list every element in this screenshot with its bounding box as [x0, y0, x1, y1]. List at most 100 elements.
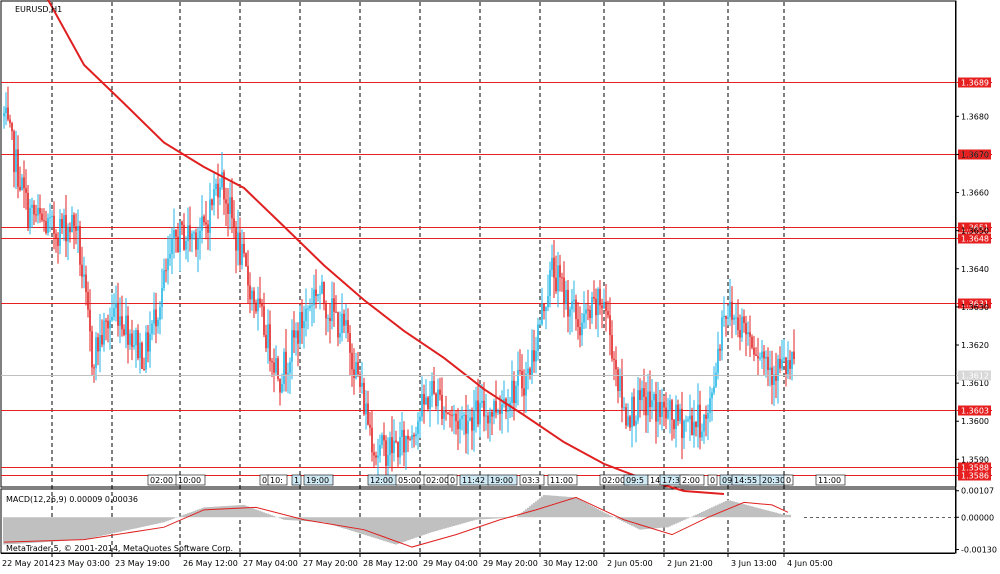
- candle-body: [337, 312, 339, 338]
- candle-body: [751, 336, 753, 348]
- candle-body: [427, 397, 429, 409]
- candle-body: [51, 215, 53, 218]
- candle-body: [123, 329, 125, 335]
- candle-body: [699, 404, 701, 438]
- candle-body: [253, 290, 255, 303]
- candle-body: [745, 323, 747, 335]
- candle-body: [225, 199, 227, 204]
- candle-body: [257, 298, 259, 312]
- candle-body: [389, 437, 391, 456]
- candle-body: [367, 403, 369, 425]
- candle-body: [497, 410, 499, 413]
- candle-body: [345, 320, 347, 326]
- candle-body: [195, 232, 197, 250]
- time-tag-label: 03:3: [522, 476, 540, 485]
- macd-tick-label: 0.00000: [961, 513, 994, 522]
- time-tick-label: 23 May 03:00: [55, 559, 110, 568]
- candle-body: [99, 335, 101, 352]
- time-axis[interactable]: 22 May 2014 23 May 03:00 23 May 19:00 26 Ma…: [1, 553, 955, 568]
- candle-body: [131, 333, 133, 347]
- candle-body: [365, 403, 367, 415]
- candle-body: [645, 396, 647, 416]
- candle-body: [271, 360, 273, 363]
- candle-body: [703, 414, 705, 432]
- candle-body: [143, 368, 145, 370]
- candle-body: [129, 333, 131, 345]
- candle-body: [315, 289, 317, 296]
- candle-body: [771, 367, 773, 385]
- candle-body: [377, 455, 379, 458]
- candle-body: [251, 290, 253, 300]
- candle-body: [469, 417, 471, 422]
- level-label: 1.3689: [961, 79, 989, 88]
- candle-body: [479, 402, 481, 425]
- candle-body: [353, 369, 355, 379]
- time-tick-label: 26 May 12:00: [183, 559, 238, 568]
- candle-body: [321, 281, 323, 294]
- candle-body: [787, 360, 789, 374]
- candle-body: [501, 404, 503, 414]
- candle-body: [765, 356, 767, 359]
- candle-body: [721, 317, 723, 351]
- candle-body: [447, 412, 449, 415]
- candlestick-series: [3, 86, 795, 482]
- candle-body: [675, 404, 677, 430]
- candle-body: [567, 289, 569, 317]
- candle-body: [343, 313, 345, 326]
- level-label: 1.3670: [961, 151, 989, 160]
- candle-body: [529, 368, 531, 376]
- candle-body: [419, 416, 421, 422]
- candle-body: [267, 324, 269, 349]
- candle-body: [629, 416, 631, 428]
- candle-body: [583, 313, 585, 323]
- candle-body: [115, 303, 117, 309]
- moving-average-line: [47, 0, 725, 496]
- time-tag-label: 05:00: [398, 476, 421, 485]
- candle-body: [683, 420, 685, 439]
- candle-body: [75, 226, 77, 231]
- candle-body: [287, 372, 289, 375]
- time-tick-label: 23 May 19:00: [115, 559, 170, 568]
- candle-body: [273, 362, 275, 373]
- candle-body: [461, 415, 463, 419]
- time-tags-row: 02:00 10:00 0 10: 1 19:00 12:00 05:00 02:00 0 11:4…: [147, 474, 846, 486]
- candle-body: [663, 401, 665, 408]
- time-tag-label: 1: [294, 476, 299, 485]
- candle-body: [581, 322, 583, 336]
- candle-body: [585, 309, 587, 314]
- candle-body: [153, 309, 155, 324]
- candle-body: [189, 225, 191, 240]
- candle-body: [35, 214, 37, 216]
- candle-body: [613, 358, 615, 360]
- candle-body: [263, 306, 265, 335]
- candle-body: [175, 229, 177, 237]
- candle-body: [569, 309, 571, 317]
- candle-body: [657, 401, 659, 422]
- candle-body: [737, 317, 739, 331]
- candle-body: [609, 315, 611, 336]
- time-tag-box: [547, 474, 578, 486]
- candle-body: [363, 382, 365, 415]
- candle-body: [53, 215, 55, 234]
- candle-body: [55, 233, 57, 239]
- candle-body: [47, 218, 49, 233]
- candle-body: [305, 308, 307, 322]
- time-tag-label: 10:00: [178, 476, 201, 485]
- time-tag-label: 09:5: [626, 476, 644, 485]
- candle-body: [221, 172, 223, 188]
- candle-body: [713, 386, 715, 393]
- current-price-label: 1.3612: [961, 372, 989, 381]
- candle-body: [231, 197, 233, 219]
- candle-body: [611, 335, 613, 359]
- macd-axis: 0.00107 0.00000 -0.00130: [804, 487, 997, 555]
- candle-body: [543, 303, 545, 312]
- candle-body: [141, 342, 143, 369]
- candle-body: [695, 422, 697, 428]
- price-axis[interactable]: 1.36801.36701.36601.36501.36401.36301.36…: [955, 1, 991, 553]
- candle-body: [537, 324, 539, 351]
- candle-body: [435, 393, 437, 407]
- candle-body: [711, 392, 713, 399]
- candle-body: [775, 374, 777, 381]
- candle-body: [515, 385, 517, 404]
